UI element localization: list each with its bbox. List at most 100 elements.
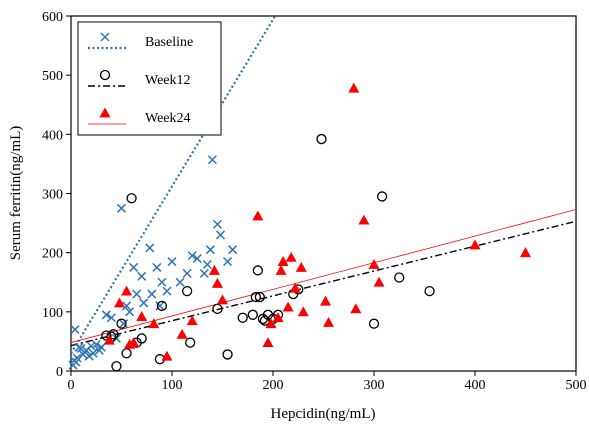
data-point <box>394 272 405 283</box>
data-point <box>289 282 301 293</box>
x-tick-label: 500 <box>566 378 587 393</box>
y-axis-label: Serum ferritin(ng/mL) <box>8 126 24 261</box>
points-layer <box>68 82 531 372</box>
data-point <box>192 254 202 264</box>
data-point <box>373 276 385 287</box>
y-tick-label: 200 <box>42 247 63 262</box>
legend-label: Week12 <box>145 73 191 88</box>
data-point <box>182 268 192 278</box>
x-tick-label: 400 <box>465 378 486 393</box>
legend-label: Baseline <box>145 35 193 50</box>
data-point <box>88 348 98 358</box>
data-point <box>118 319 129 329</box>
legend-label: Week24 <box>145 111 191 126</box>
legend-marker <box>99 69 111 81</box>
data-point <box>139 298 149 308</box>
data-point <box>157 277 167 287</box>
trendline-baseline <box>71 16 277 354</box>
data-point <box>136 311 148 321</box>
data-point <box>96 342 106 352</box>
data-point <box>202 259 212 270</box>
data-point <box>70 325 80 335</box>
data-point <box>126 193 137 204</box>
series-week24 <box>103 82 531 361</box>
y-tick-label: 100 <box>42 306 63 321</box>
data-point <box>101 330 112 341</box>
data-point <box>348 82 360 93</box>
data-point <box>176 328 188 339</box>
data-point <box>368 318 380 329</box>
data-point <box>282 301 294 312</box>
data-point <box>125 307 135 317</box>
data-point <box>152 262 162 272</box>
x-tick-label: 0 <box>68 378 75 393</box>
trendline-week24 <box>71 209 576 343</box>
data-point <box>156 300 168 312</box>
data-point <box>277 256 289 266</box>
data-point <box>211 277 223 288</box>
data-point <box>520 247 531 258</box>
data-point <box>128 337 140 347</box>
data-point <box>222 349 233 360</box>
data-point <box>199 268 209 278</box>
data-point <box>106 313 116 323</box>
data-point <box>181 285 193 297</box>
data-point <box>358 214 370 225</box>
data-point <box>297 306 309 317</box>
data-point <box>275 264 287 275</box>
data-point <box>316 133 327 145</box>
data-point <box>132 289 142 299</box>
y-tick-label: 600 <box>42 10 63 25</box>
data-point <box>247 309 258 320</box>
data-point <box>116 318 127 329</box>
data-point <box>212 219 222 229</box>
data-point <box>175 277 185 287</box>
data-point <box>252 265 264 276</box>
data-point <box>186 315 198 326</box>
data-point <box>91 339 101 349</box>
legend-item-baseline: Baseline <box>88 32 193 50</box>
series-week12 <box>101 133 435 372</box>
data-point <box>469 239 481 250</box>
legend-item-week24: Week24 <box>88 107 191 126</box>
data-point <box>121 348 132 359</box>
data-point <box>237 312 248 323</box>
y-tick-label: 400 <box>42 128 63 143</box>
data-point <box>84 351 94 361</box>
data-point <box>121 285 133 296</box>
data-point <box>217 294 228 305</box>
data-point <box>205 245 215 255</box>
data-point <box>272 312 284 323</box>
data-point <box>145 243 155 253</box>
legend-item-week12: Week12 <box>88 69 191 88</box>
legend-marker <box>100 32 110 42</box>
x-tick-label: 200 <box>263 378 284 393</box>
series-baseline <box>68 155 238 370</box>
data-point <box>136 333 147 344</box>
data-point <box>137 271 147 281</box>
data-point <box>424 285 435 297</box>
x-tick-label: 100 <box>162 378 183 393</box>
legend: Baseline Week12 Week24 <box>77 21 222 136</box>
data-point <box>262 337 274 347</box>
x-tick-label: 300 <box>364 378 385 393</box>
y-tick-label: 0 <box>56 365 63 380</box>
data-point <box>187 251 197 261</box>
data-point <box>148 318 160 329</box>
data-point <box>215 230 226 240</box>
data-point <box>111 361 122 372</box>
data-point <box>320 295 332 306</box>
data-point <box>108 329 119 340</box>
data-point <box>376 191 388 202</box>
y-tick-label: 500 <box>42 69 63 84</box>
data-point <box>223 257 233 267</box>
data-point <box>350 303 362 314</box>
data-point <box>76 343 86 354</box>
data-point <box>116 203 127 213</box>
data-point <box>285 251 297 262</box>
data-point <box>265 318 277 329</box>
data-point <box>207 155 217 165</box>
data-point <box>122 301 132 311</box>
data-point <box>208 264 220 275</box>
